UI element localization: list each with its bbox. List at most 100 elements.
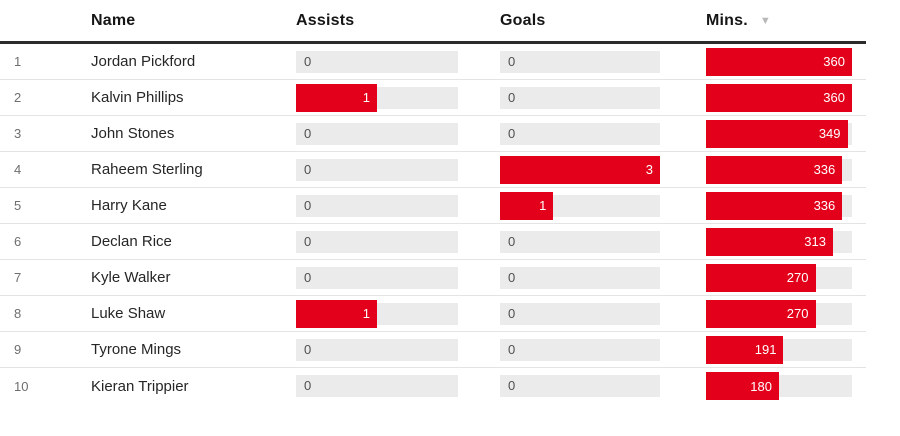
goals-value: 3 bbox=[645, 162, 653, 177]
player-name: Harry Kane bbox=[91, 197, 167, 214]
rank-cell: 10 bbox=[14, 378, 29, 394]
player-name: Raheem Sterling bbox=[91, 161, 203, 178]
assists-value: 0 bbox=[304, 53, 312, 69]
assists-bar-track: 0 bbox=[296, 338, 458, 361]
goals-cell: 0 bbox=[500, 50, 706, 73]
mins-bar: 336 bbox=[706, 155, 843, 184]
mins-bar-track: 313 bbox=[706, 227, 852, 256]
goals-value: 0 bbox=[508, 89, 516, 105]
player-name: Luke Shaw bbox=[91, 305, 166, 322]
mins-cell: 191 bbox=[706, 335, 866, 364]
assists-value: 0 bbox=[304, 341, 312, 357]
column-header-goals[interactable]: Goals bbox=[500, 11, 546, 29]
table-row: 5 Harry Kane 0 1 336 bbox=[0, 188, 866, 224]
goals-bar-track: 1 bbox=[500, 191, 660, 220]
mins-bar-track: 270 bbox=[706, 263, 852, 292]
column-header-assists[interactable]: Assists bbox=[296, 11, 355, 29]
table-body: 1 Jordan Pickford 0 0 360 2 Kalvin Phill… bbox=[0, 44, 866, 404]
goals-cell: 0 bbox=[500, 338, 706, 361]
mins-bar: 270 bbox=[706, 263, 816, 292]
assists-bar-track: 1 bbox=[296, 83, 458, 112]
player-name: Kieran Trippier bbox=[91, 377, 189, 395]
mins-value: 360 bbox=[823, 90, 845, 105]
assists-value: 0 bbox=[304, 161, 312, 177]
player-name: Kalvin Phillips bbox=[91, 89, 184, 106]
assists-bar-track: 0 bbox=[296, 158, 458, 181]
assists-bar: 1 bbox=[296, 299, 377, 328]
assists-value: 0 bbox=[304, 197, 312, 213]
mins-value: 360 bbox=[823, 54, 845, 69]
goals-cell: 0 bbox=[500, 375, 706, 397]
column-header-name[interactable]: Name bbox=[91, 11, 136, 29]
assists-cell: 0 bbox=[296, 375, 500, 397]
goals-value: 0 bbox=[508, 53, 516, 69]
table-row: 2 Kalvin Phillips 1 0 360 bbox=[0, 80, 866, 116]
mins-cell: 360 bbox=[706, 83, 866, 112]
assists-bar-track: 0 bbox=[296, 194, 458, 217]
table-row: 9 Tyrone Mings 0 0 191 bbox=[0, 332, 866, 368]
goals-bar-track: 3 bbox=[500, 155, 660, 184]
mins-cell: 336 bbox=[706, 191, 866, 220]
assists-cell: 0 bbox=[296, 50, 500, 73]
goals-cell: 0 bbox=[500, 122, 706, 145]
table-header: Name Assists Goals Mins. ▼ bbox=[0, 0, 866, 44]
mins-cell: 270 bbox=[706, 263, 866, 292]
rank-cell: 5 bbox=[14, 198, 22, 213]
assists-cell: 0 bbox=[296, 122, 500, 145]
assists-cell: 0 bbox=[296, 266, 500, 289]
goals-bar-track: 0 bbox=[500, 302, 660, 325]
player-name: Jordan Pickford bbox=[91, 53, 196, 70]
goals-value: 0 bbox=[508, 233, 516, 249]
goals-value: 0 bbox=[508, 378, 516, 393]
assists-value: 1 bbox=[362, 90, 370, 105]
goals-bar-track: 0 bbox=[500, 230, 660, 253]
player-name: John Stones bbox=[91, 125, 175, 142]
assists-cell: 1 bbox=[296, 83, 500, 112]
mins-bar-track: 336 bbox=[706, 155, 852, 184]
player-name: Tyrone Mings bbox=[91, 341, 182, 358]
mins-cell: 313 bbox=[706, 227, 866, 256]
rank-cell: 6 bbox=[14, 234, 22, 249]
mins-bar: 336 bbox=[706, 191, 843, 220]
goals-cell: 0 bbox=[500, 266, 706, 289]
goals-bar-track: 0 bbox=[500, 375, 660, 397]
assists-bar-track: 0 bbox=[296, 122, 458, 145]
mins-value: 313 bbox=[804, 234, 826, 249]
mins-cell: 270 bbox=[706, 299, 866, 328]
assists-bar-track: 0 bbox=[296, 230, 458, 253]
rank-cell: 4 bbox=[14, 162, 22, 177]
assists-cell: 0 bbox=[296, 230, 500, 253]
rank-cell: 9 bbox=[14, 342, 22, 357]
table-row: 1 Jordan Pickford 0 0 360 bbox=[0, 44, 866, 80]
goals-bar-track: 0 bbox=[500, 50, 660, 73]
goals-cell: 1 bbox=[500, 191, 706, 220]
mins-bar-track: 180 bbox=[706, 372, 852, 400]
assists-value: 0 bbox=[304, 125, 312, 141]
player-name: Declan Rice bbox=[91, 233, 172, 250]
assists-bar-track: 0 bbox=[296, 50, 458, 73]
mins-bar: 313 bbox=[706, 227, 833, 256]
assists-cell: 0 bbox=[296, 338, 500, 361]
goals-bar: 3 bbox=[500, 155, 660, 184]
mins-value: 349 bbox=[818, 126, 841, 141]
table-row: 4 Raheem Sterling 0 3 336 bbox=[0, 152, 866, 188]
mins-bar-track: 360 bbox=[706, 47, 852, 76]
assists-value: 0 bbox=[304, 269, 312, 285]
mins-bar: 180 bbox=[706, 372, 779, 400]
goals-value: 0 bbox=[508, 269, 516, 285]
assists-cell: 1 bbox=[296, 299, 500, 328]
assists-value: 0 bbox=[304, 378, 312, 393]
assists-cell: 0 bbox=[296, 194, 500, 217]
mins-value: 180 bbox=[750, 378, 772, 394]
mins-cell: 360 bbox=[706, 47, 866, 76]
mins-bar: 360 bbox=[706, 47, 852, 76]
goals-value: 1 bbox=[539, 198, 547, 213]
mins-value: 270 bbox=[786, 270, 809, 285]
goals-cell: 0 bbox=[500, 230, 706, 253]
goals-bar-track: 0 bbox=[500, 86, 660, 109]
table-row: 8 Luke Shaw 1 0 270 bbox=[0, 296, 866, 332]
column-header-mins[interactable]: Mins. ▼ bbox=[706, 12, 866, 30]
mins-bar-track: 270 bbox=[706, 299, 852, 328]
rank-cell: 8 bbox=[14, 306, 22, 321]
assists-bar: 1 bbox=[296, 83, 377, 112]
